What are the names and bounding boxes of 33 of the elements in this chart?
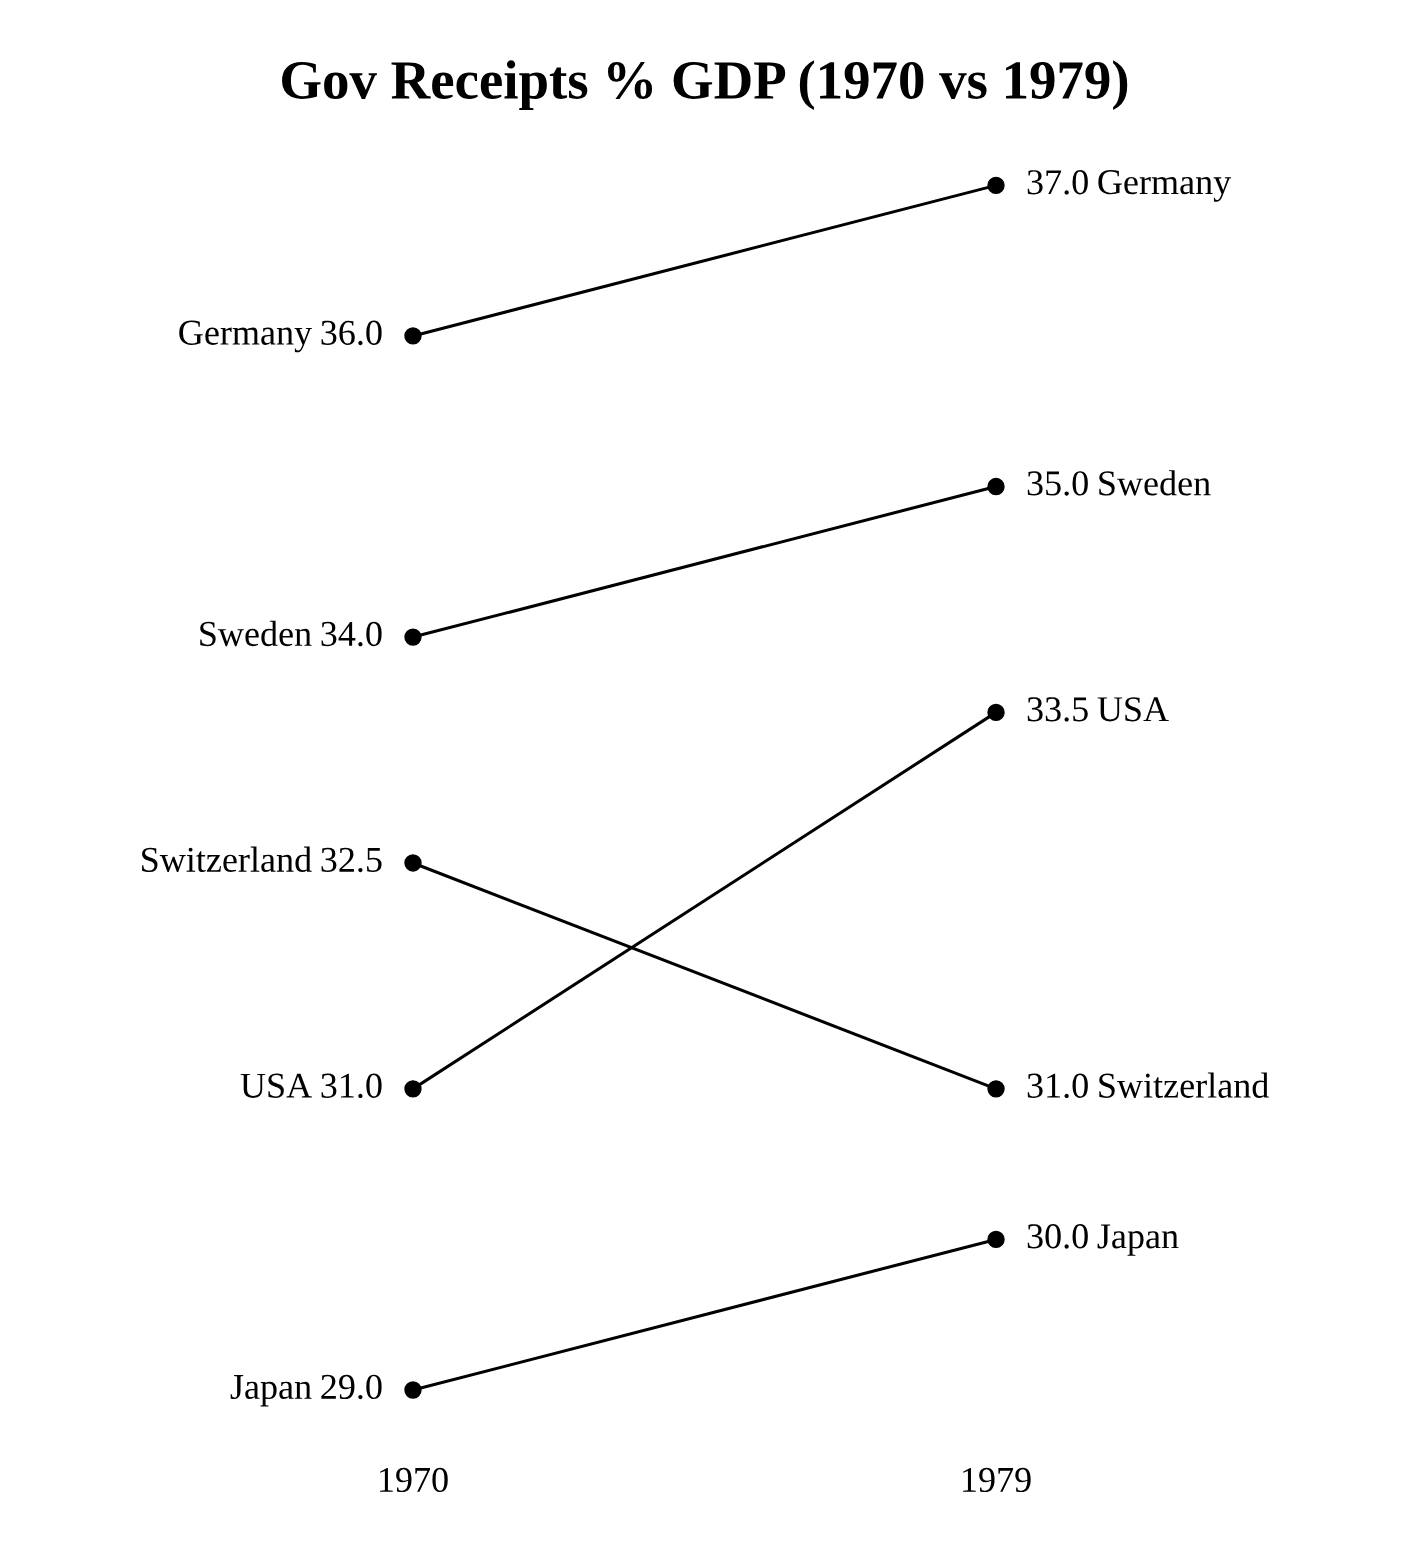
point bbox=[404, 327, 422, 345]
text: Japan bbox=[230, 1375, 312, 1407]
point bbox=[987, 1230, 1005, 1249]
point bbox=[987, 1080, 1005, 1098]
point bbox=[404, 1381, 422, 1399]
text: Japan bbox=[1097, 1224, 1179, 1256]
text: Sweden bbox=[200, 620, 312, 647]
point bbox=[987, 176, 1005, 195]
x-tick-label: 1979 bbox=[963, 1467, 1031, 1493]
text: Switzerland bbox=[1099, 1072, 1269, 1098]
data-label: 29.0 bbox=[321, 1374, 382, 1400]
chart-title: Gov Receipts % GDP (1970 vs 1979) bbox=[282, 60, 1128, 111]
text: Sweden bbox=[1099, 470, 1211, 496]
data-label: 34.0 bbox=[321, 621, 382, 647]
text: Germany bbox=[179, 320, 312, 353]
data-label: 31.0 bbox=[321, 1073, 382, 1099]
data-label: 35.0 bbox=[1027, 471, 1088, 496]
data-label: 37.0 bbox=[1027, 170, 1088, 195]
text: USA bbox=[240, 1073, 312, 1098]
data-label: 31.0 bbox=[1027, 1073, 1088, 1099]
point bbox=[987, 477, 1005, 496]
x-tick-label: 1970 bbox=[380, 1467, 448, 1493]
text: Switzerland bbox=[142, 846, 312, 873]
text: Germany bbox=[1098, 170, 1232, 202]
text: USA bbox=[1097, 697, 1169, 722]
point bbox=[987, 703, 1005, 722]
point bbox=[404, 854, 422, 872]
data-label: 30.0 bbox=[1027, 1224, 1088, 1249]
point bbox=[404, 628, 422, 646]
data-label: 33.5 bbox=[1027, 697, 1088, 722]
data-label: 32.5 bbox=[321, 847, 382, 873]
data-label: 36.0 bbox=[321, 320, 382, 346]
point bbox=[404, 1080, 422, 1098]
